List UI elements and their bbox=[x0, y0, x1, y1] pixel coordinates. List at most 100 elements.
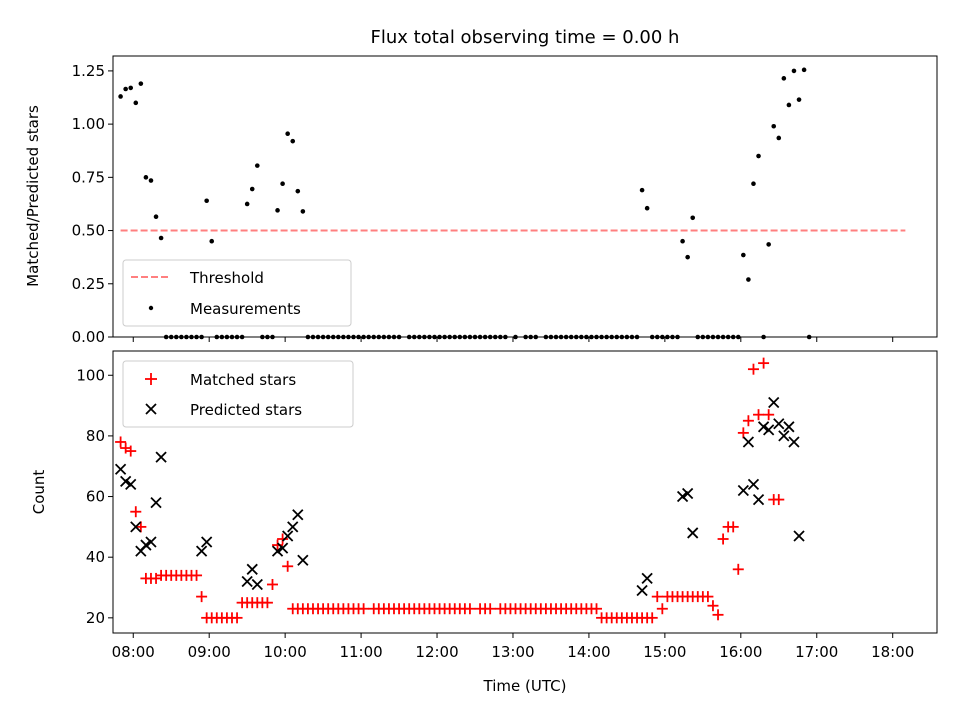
x-axis-label: Time (UTC) bbox=[483, 677, 567, 695]
predicted-stars-point bbox=[150, 496, 162, 509]
measurement-point bbox=[295, 188, 301, 194]
measurement-point bbox=[204, 198, 209, 204]
measurement-point bbox=[751, 181, 756, 187]
matched-stars-point bbox=[261, 597, 273, 609]
measurement-point bbox=[138, 81, 144, 86]
bottom-x-ticks: 08:00 09:00 10:00 11:00 12:00 13:00 14:00 15:00… bbox=[112, 633, 914, 661]
predicted-stars-point bbox=[676, 490, 689, 503]
predicted-stars-point bbox=[271, 545, 284, 557]
predicted-stars-point bbox=[778, 430, 790, 442]
x-tick-label: 09:00 bbox=[188, 643, 231, 661]
matched-stars-point bbox=[651, 591, 663, 603]
predicted-stars-point bbox=[251, 578, 263, 591]
measurement-point bbox=[123, 86, 128, 92]
measurement-point bbox=[158, 235, 164, 241]
measurement-point bbox=[285, 131, 290, 137]
legend-matched-label: Matched stars bbox=[190, 371, 296, 389]
predicted-stars-point bbox=[793, 530, 805, 542]
predicted-stars-point bbox=[282, 530, 294, 542]
matched-stars-point bbox=[135, 521, 147, 533]
top-x-ticks bbox=[132, 337, 894, 342]
top-y-tick-label: 0.75 bbox=[72, 168, 105, 186]
top-y-tick-label: 1.00 bbox=[72, 115, 105, 133]
matched-stars-point bbox=[646, 612, 658, 624]
x-tick-label: 11:00 bbox=[339, 643, 382, 661]
measurement-point bbox=[741, 252, 746, 258]
matched-stars-point bbox=[266, 578, 278, 590]
matched-stars-point bbox=[732, 563, 744, 575]
top-y-tick-label: 0.00 bbox=[72, 328, 105, 346]
x-tick-label: 08:00 bbox=[112, 643, 155, 661]
predicted-stars-point bbox=[140, 539, 152, 551]
predicted-stars-point bbox=[276, 542, 289, 554]
top-y-tick-label: 0.25 bbox=[72, 275, 105, 293]
matched-stars-point bbox=[277, 533, 289, 545]
predicted-stars-point bbox=[773, 418, 785, 430]
predicted-stars-point bbox=[241, 575, 253, 588]
x-tick-label: 18:00 bbox=[871, 643, 914, 661]
predicted-stars-point bbox=[155, 451, 167, 463]
predicted-stars-point bbox=[130, 521, 142, 533]
matched-stars-point bbox=[712, 609, 724, 621]
matched-stars-point bbox=[656, 603, 668, 615]
top-legend-box bbox=[122, 259, 352, 327]
bottom-y-ticks: 20 40 60 80 100 bbox=[76, 366, 113, 627]
bottom-marks bbox=[114, 357, 805, 624]
x-tick-label: 12:00 bbox=[415, 643, 458, 661]
bottom-axes-frame bbox=[112, 350, 938, 634]
measurement-point bbox=[796, 97, 802, 102]
measurement-point bbox=[791, 68, 797, 74]
measurement-point bbox=[639, 187, 645, 193]
matched-stars-point bbox=[717, 533, 729, 545]
measurement-point bbox=[781, 76, 787, 81]
measurement-point bbox=[766, 242, 771, 247]
matched-stars-point bbox=[464, 603, 476, 615]
measurement-point bbox=[143, 175, 149, 180]
predicted-stars-point bbox=[120, 475, 132, 488]
legend-measurements-swatch bbox=[148, 305, 154, 311]
predicted-stars-point bbox=[752, 493, 765, 506]
bottom-y-tick-label: 20 bbox=[86, 609, 105, 627]
matched-stars-point bbox=[758, 357, 770, 369]
predicted-stars-point bbox=[195, 545, 208, 557]
measurement-point bbox=[249, 186, 255, 192]
predicted-stars-point bbox=[287, 521, 299, 533]
chart-title: Flux total observing time = 0.00 h bbox=[371, 27, 680, 48]
measurement-point bbox=[209, 238, 215, 244]
measurement-point bbox=[118, 94, 123, 99]
predicted-stars-point bbox=[763, 424, 775, 436]
measurement-point bbox=[746, 277, 751, 282]
predicted-stars-point bbox=[114, 463, 127, 475]
matched-stars-point bbox=[282, 560, 294, 572]
top-legend: Threshold Measurements bbox=[122, 259, 352, 327]
x-tick-label: 16:00 bbox=[719, 643, 762, 661]
matched-stars-point bbox=[484, 603, 496, 615]
matched-stars-point bbox=[753, 409, 765, 421]
legend-matched-swatch bbox=[145, 373, 157, 385]
matched-stars-point bbox=[742, 415, 754, 427]
matched-stars-point bbox=[130, 506, 142, 518]
x-tick-label: 13:00 bbox=[491, 643, 534, 661]
measurement-point bbox=[275, 208, 280, 213]
predicted-stars-point bbox=[788, 436, 800, 448]
legend-measurements-label: Measurements bbox=[190, 300, 301, 318]
measurement-point bbox=[133, 100, 139, 106]
matched-stars-point bbox=[115, 436, 127, 448]
matched-stars-point bbox=[125, 445, 137, 457]
matched-stars-point bbox=[231, 612, 243, 624]
matched-stars-point bbox=[191, 569, 203, 581]
top-y-axis-label: Matched/Predicted stars bbox=[24, 105, 42, 287]
matched-stars-point bbox=[196, 591, 208, 603]
x-tick-label: 10:00 bbox=[264, 643, 307, 661]
measurement-point bbox=[786, 102, 792, 108]
matched-stars-point bbox=[737, 427, 749, 439]
top-y-tick-label: 1.25 bbox=[72, 62, 105, 80]
x-tick-label: 14:00 bbox=[567, 643, 610, 661]
matched-stars-point bbox=[272, 539, 284, 551]
measurement-point bbox=[776, 135, 782, 141]
predicted-stars-point bbox=[737, 484, 749, 497]
measurement-point bbox=[290, 138, 296, 144]
predicted-stars-point bbox=[783, 421, 795, 433]
matched-stars-point bbox=[773, 494, 785, 506]
